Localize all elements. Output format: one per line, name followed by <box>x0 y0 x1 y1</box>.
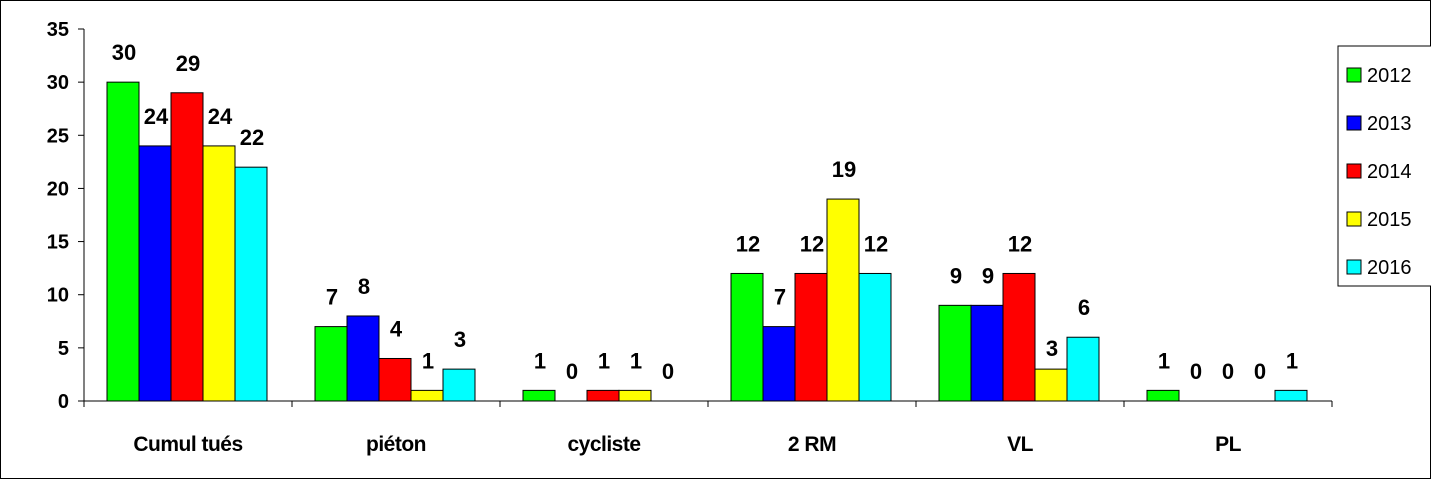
legend-label: 2016 <box>1367 257 1412 279</box>
data-label: 12 <box>1008 231 1032 256</box>
data-label: 1 <box>630 348 642 373</box>
data-label: 9 <box>982 263 994 288</box>
bar <box>794 272 828 402</box>
bar <box>1034 368 1068 402</box>
data-label: 6 <box>1078 295 1090 320</box>
x-tick-label: cycliste <box>567 433 640 456</box>
data-label: 12 <box>800 231 824 256</box>
data-label: 0 <box>1222 359 1234 384</box>
bar <box>522 389 556 402</box>
y-tick-label: 0 <box>58 391 69 413</box>
data-label: 1 <box>598 348 610 373</box>
bar <box>1274 389 1308 402</box>
legend-label: 2014 <box>1367 161 1412 183</box>
bar <box>970 304 1004 402</box>
y-tick-label: 20 <box>47 178 69 200</box>
data-label: 22 <box>240 125 264 150</box>
bar <box>1002 272 1036 402</box>
legend-label: 2015 <box>1367 209 1412 231</box>
data-label: 1 <box>1158 348 1170 373</box>
data-label: 3 <box>1046 336 1058 361</box>
y-tick-label: 15 <box>47 232 69 254</box>
bar <box>762 326 796 402</box>
data-label: 8 <box>358 274 370 299</box>
bar <box>1066 336 1100 402</box>
x-tick-label: PL <box>1215 433 1242 456</box>
legend-swatch <box>1346 67 1362 83</box>
data-label: 0 <box>662 359 674 384</box>
bar <box>826 198 860 402</box>
data-label: 7 <box>774 285 786 310</box>
bar <box>1146 389 1180 402</box>
data-label: 9 <box>950 263 962 288</box>
y-axis: 0 5 10 15 20 25 30 35 <box>47 19 85 413</box>
legend-label: 2012 <box>1367 65 1412 87</box>
data-label: 0 <box>1254 359 1266 384</box>
data-label: 24 <box>208 104 233 129</box>
legend-swatch <box>1346 259 1362 275</box>
data-label: 3 <box>454 327 466 352</box>
y-tick-label: 10 <box>47 285 69 307</box>
data-label: 7 <box>326 285 338 310</box>
bar <box>106 81 140 402</box>
data-label: 12 <box>736 231 760 256</box>
legend-swatch <box>1346 115 1362 131</box>
bar <box>442 368 476 402</box>
data-label: 0 <box>1190 359 1202 384</box>
legend-swatch <box>1346 211 1362 227</box>
bar <box>378 357 412 402</box>
data-label: 4 <box>390 316 403 341</box>
bar <box>234 166 268 402</box>
data-label: 29 <box>176 51 200 76</box>
bar <box>730 272 764 402</box>
x-tick-label: Cumul tués <box>133 433 242 456</box>
bar <box>410 389 444 402</box>
bar <box>314 326 348 402</box>
data-label: 24 <box>144 104 169 129</box>
data-label: 12 <box>864 231 888 256</box>
x-tick-label: piéton <box>366 433 426 456</box>
bar <box>586 389 620 402</box>
bar <box>170 92 204 402</box>
bar <box>938 304 972 402</box>
bars <box>106 81 1308 402</box>
data-label: 0 <box>566 359 578 384</box>
y-tick-label: 5 <box>58 338 69 360</box>
data-label: 1 <box>422 348 434 373</box>
legend-label: 2013 <box>1367 113 1412 135</box>
legend-swatch <box>1346 163 1362 179</box>
data-label: 1 <box>1286 348 1298 373</box>
x-tick-label: VL <box>1007 433 1034 456</box>
bar <box>346 315 380 402</box>
data-label: 19 <box>832 157 856 182</box>
bar <box>202 145 236 402</box>
x-tick-label: 2 RM <box>788 433 836 456</box>
y-tick-label: 25 <box>47 125 69 147</box>
bar <box>138 145 172 402</box>
data-label: 30 <box>112 40 136 65</box>
bar <box>618 389 652 402</box>
bar <box>858 272 892 402</box>
y-tick-label: 30 <box>47 72 69 94</box>
data-label: 1 <box>534 348 546 373</box>
legend: 2012 2013 2014 2015 2016 <box>1337 45 1431 287</box>
x-axis: Cumul tués piéton cycliste 2 RM VL PL <box>83 400 1333 456</box>
y-tick-label: 35 <box>47 19 69 41</box>
